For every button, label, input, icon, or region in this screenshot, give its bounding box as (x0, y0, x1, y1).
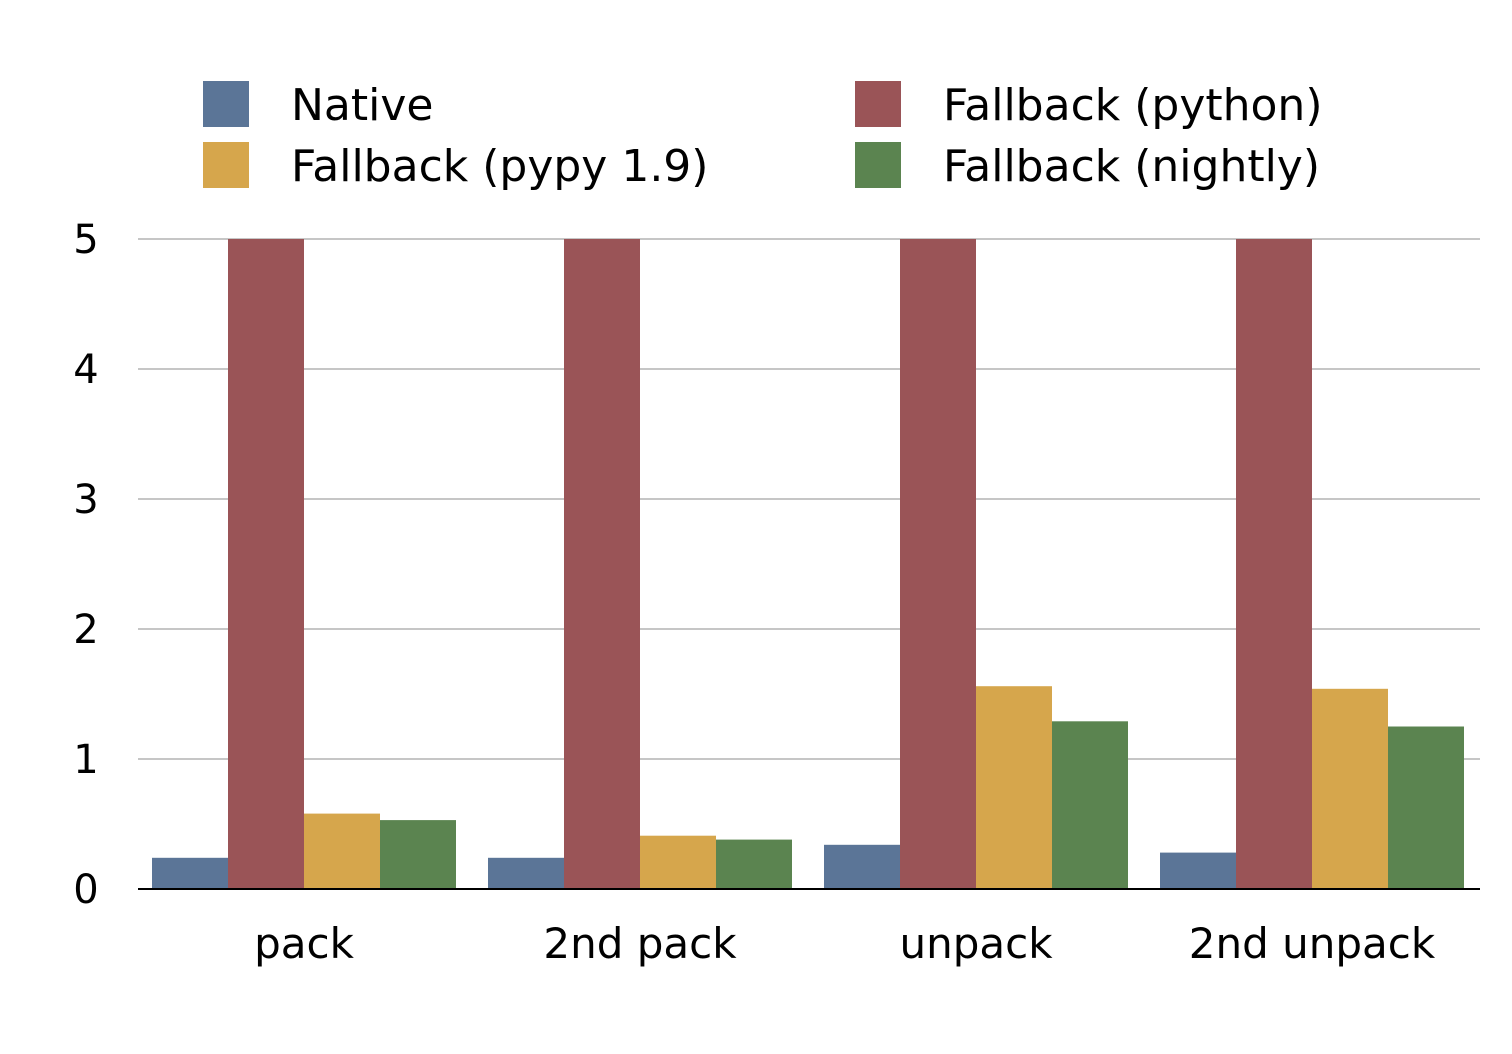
bar-fallback-pypy-1-9--2nd-pack (640, 835, 716, 889)
legend-swatch (203, 142, 249, 188)
bars (152, 239, 1464, 889)
bar-fallback-nightly--2nd-unpack (1388, 726, 1464, 889)
y-tick-label: 3 (73, 477, 98, 523)
y-tick-label: 5 (73, 217, 98, 263)
legend-swatch (203, 81, 249, 127)
bar-fallback-nightly--unpack (1052, 721, 1128, 889)
bar-native-2nd-pack (488, 857, 564, 889)
x-category-label: 2nd unpack (1189, 919, 1436, 968)
legend-swatch (855, 81, 901, 127)
legend-label: Fallback (nightly) (943, 141, 1320, 192)
legend-label: Fallback (python) (943, 80, 1322, 131)
bar-fallback-pypy-1-9--2nd-unpack (1312, 688, 1388, 889)
x-category-label: unpack (899, 919, 1053, 968)
bar-fallback-python--2nd-pack (564, 239, 640, 889)
y-tick-label: 1 (73, 737, 98, 783)
bar-fallback-nightly--pack (380, 820, 456, 889)
bar-fallback-python--unpack (900, 239, 976, 889)
x-category-labels: pack 2nd pack unpack 2nd unpack (254, 919, 1436, 968)
bar-fallback-pypy-1-9--unpack (976, 686, 1052, 889)
bar-fallback-nightly--2nd-pack (716, 839, 792, 889)
bar-fallback-python--pack (228, 239, 304, 889)
x-category-label: pack (254, 919, 354, 968)
y-tick-labels: 0 1 2 3 4 5 (73, 217, 98, 913)
legend-swatch (855, 142, 901, 188)
y-tick-label: 2 (73, 607, 98, 653)
legend-label: Native (291, 80, 433, 131)
legend-label: Fallback (pypy 1.9) (291, 141, 708, 192)
y-tick-label: 0 (73, 867, 98, 913)
bar-fallback-pypy-1-9--pack (304, 813, 380, 889)
bar-native-unpack (824, 844, 900, 889)
bar-native-pack (152, 857, 228, 889)
legend: Native Fallback (python) Fallback (pypy 1.… (203, 80, 1322, 192)
x-category-label: 2nd pack (543, 919, 737, 968)
bar-native-2nd-unpack (1160, 852, 1236, 889)
bar-fallback-python--2nd-unpack (1236, 239, 1312, 889)
y-tick-label: 4 (73, 347, 98, 393)
